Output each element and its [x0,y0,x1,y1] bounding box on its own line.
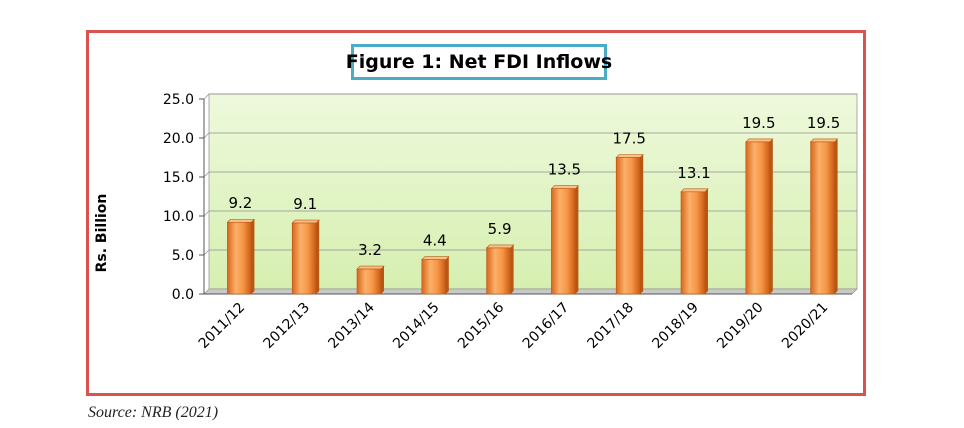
data-label: 9.2 [228,194,252,212]
bar [745,141,771,295]
x-tick-label: 2020/21 [779,300,831,352]
bar-top [680,188,709,193]
y-tick-label: 10.0 [163,209,194,225]
bar [615,157,641,295]
bar-side [510,244,514,294]
x-tick-label: 2015/16 [455,299,508,352]
bar [486,247,511,295]
data-label: 3.2 [358,241,382,259]
x-tick-label: 2019/20 [714,300,766,352]
source-note: Source: NRB (2021) [88,404,219,421]
y-tick-label: 0.0 [172,287,194,303]
gridline-depth [203,249,210,256]
x-tick-label: 2014/15 [390,300,442,352]
bar-top [550,185,580,189]
bar-side [251,219,255,294]
x-tick-label: 2012/13 [261,300,313,352]
bar-side [445,256,449,294]
bar-side [316,220,320,294]
gridline-depth [203,171,210,178]
bar-chart: 0.0 5.0 10.0 15.0 20.0 25.0 9.2 2011/12 9.1 2012/… [163,92,858,352]
y-tick-label: 5.0 [172,248,194,264]
bar [680,191,706,295]
gridline-depth [203,93,210,100]
bar-top [291,219,320,224]
x-tick-label: 2018/19 [649,300,701,352]
bar [227,221,252,295]
bar [421,259,447,295]
x-tick-label: 2017/18 [585,300,637,352]
bar [356,268,382,295]
bar-top [485,244,515,249]
y-tick-label: 25.0 [163,92,194,108]
bar [810,141,835,295]
x-tick-label: 2011/12 [196,300,248,352]
bar-side [381,266,384,294]
bar-side [769,138,773,294]
gridline-depth [203,132,210,139]
data-label: 5.9 [488,220,512,238]
bar-top [356,265,385,270]
data-label: 9.1 [293,195,317,213]
bar-top [615,154,644,158]
bar-top [421,256,450,260]
x-tick-label: 2013/14 [325,299,378,352]
data-label: 17.5 [612,130,645,148]
chart-title: Figure 1: Net FDI Inflows [346,44,612,80]
data-label: 19.5 [742,114,775,132]
gridline-depth [203,210,210,217]
x-tick-label: 2016/17 [520,300,572,352]
data-label: 13.1 [677,164,710,182]
bar-top [809,138,839,143]
bar-side [834,138,838,294]
bar-side [705,188,708,294]
data-label: 19.5 [807,114,840,132]
bar [551,188,576,295]
data-label: 13.5 [548,161,581,179]
y-tick-label: 20.0 [163,131,194,147]
bar-top [745,138,774,143]
y-tick-label: 15.0 [163,170,194,186]
bar-top [226,218,256,223]
bar-side [640,154,644,294]
data-label: 4.4 [423,232,447,250]
bar-side [575,185,579,294]
bar [291,222,317,295]
